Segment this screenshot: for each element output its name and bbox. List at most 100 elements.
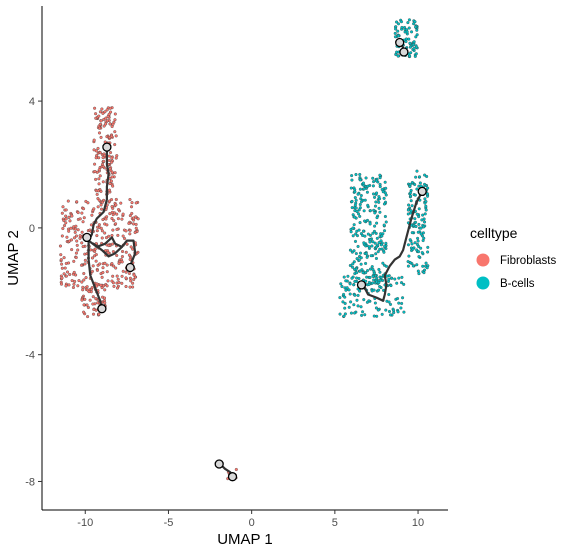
data-point (400, 25, 404, 30)
data-point (107, 112, 111, 116)
data-point (105, 215, 109, 219)
data-point (368, 233, 372, 237)
fibroblast-branch (87, 236, 137, 267)
data-point (353, 203, 357, 207)
trajectory-node (102, 142, 112, 152)
data-point (347, 305, 351, 309)
data-point (361, 310, 365, 314)
data-point (108, 106, 112, 110)
data-point (409, 209, 413, 213)
data-point (107, 244, 111, 248)
data-point (81, 288, 85, 292)
data-point (62, 224, 67, 228)
data-point (351, 262, 355, 266)
data-point (80, 280, 84, 284)
data-point (348, 292, 352, 296)
data-point (365, 218, 369, 222)
data-point (424, 208, 428, 212)
data-point (408, 261, 412, 265)
data-point (371, 274, 375, 278)
data-point (69, 226, 73, 230)
data-point (383, 229, 387, 233)
data-point (105, 119, 109, 123)
data-point (112, 284, 116, 288)
data-point (348, 248, 352, 252)
data-point (352, 260, 356, 264)
data-point (358, 221, 362, 225)
trajectory-node (97, 304, 107, 314)
data-point (353, 188, 357, 192)
data-point (410, 242, 414, 246)
data-point (116, 277, 120, 281)
data-point (104, 249, 108, 253)
data-point (374, 245, 378, 249)
data-point (399, 20, 404, 24)
data-point (90, 213, 94, 217)
data-point (97, 312, 101, 316)
data-point (80, 298, 84, 302)
data-point (80, 241, 84, 245)
data-point (387, 292, 391, 297)
trajectory-node (399, 47, 409, 57)
data-point (414, 220, 418, 224)
data-point (374, 200, 378, 204)
data-point (67, 239, 71, 243)
trajectory-node (395, 37, 405, 48)
data-point (346, 274, 350, 278)
data-point (423, 197, 427, 201)
data-point (86, 315, 90, 319)
data-point (352, 249, 356, 253)
data-point (416, 236, 420, 240)
data-point (384, 220, 388, 224)
data-point (370, 265, 374, 269)
data-point (101, 218, 105, 222)
data-point (107, 188, 111, 192)
data-point (393, 277, 397, 281)
data-point (115, 227, 119, 231)
data-point (414, 224, 418, 229)
data-point (86, 201, 90, 205)
data-point (113, 143, 117, 147)
data-point (81, 220, 85, 224)
data-point (378, 284, 382, 289)
data-point (93, 162, 97, 166)
cluster-bcell-left (348, 172, 388, 287)
data-point (95, 192, 99, 196)
data-point (359, 197, 363, 201)
x-tick-label: -5 (164, 517, 174, 529)
data-point (365, 300, 369, 304)
data-point (104, 236, 109, 240)
data-point (357, 208, 361, 212)
data-point (373, 241, 377, 245)
data-point (417, 175, 422, 179)
data-point (100, 200, 104, 204)
data-point (366, 269, 370, 273)
data-point (382, 196, 386, 200)
data-point (129, 245, 133, 249)
data-point (76, 248, 80, 252)
data-point (103, 301, 107, 305)
trajectory-node (125, 262, 135, 273)
data-point (382, 250, 386, 254)
data-point (384, 308, 388, 312)
data-point (392, 311, 396, 315)
data-point (413, 241, 417, 245)
data-point (409, 199, 413, 203)
data-point (377, 200, 381, 204)
data-point (111, 281, 115, 285)
data-point (81, 245, 85, 249)
data-point (424, 261, 428, 265)
data-point (93, 170, 97, 174)
data-point (390, 276, 394, 280)
data-point (413, 193, 417, 197)
data-point (128, 257, 132, 262)
data-point (100, 229, 104, 233)
data-point (379, 276, 383, 280)
data-point (114, 203, 118, 207)
data-point (110, 170, 114, 174)
data-point (65, 270, 70, 274)
data-point (74, 234, 78, 238)
data-point (78, 217, 82, 221)
data-point (113, 118, 117, 122)
data-point (82, 207, 86, 211)
